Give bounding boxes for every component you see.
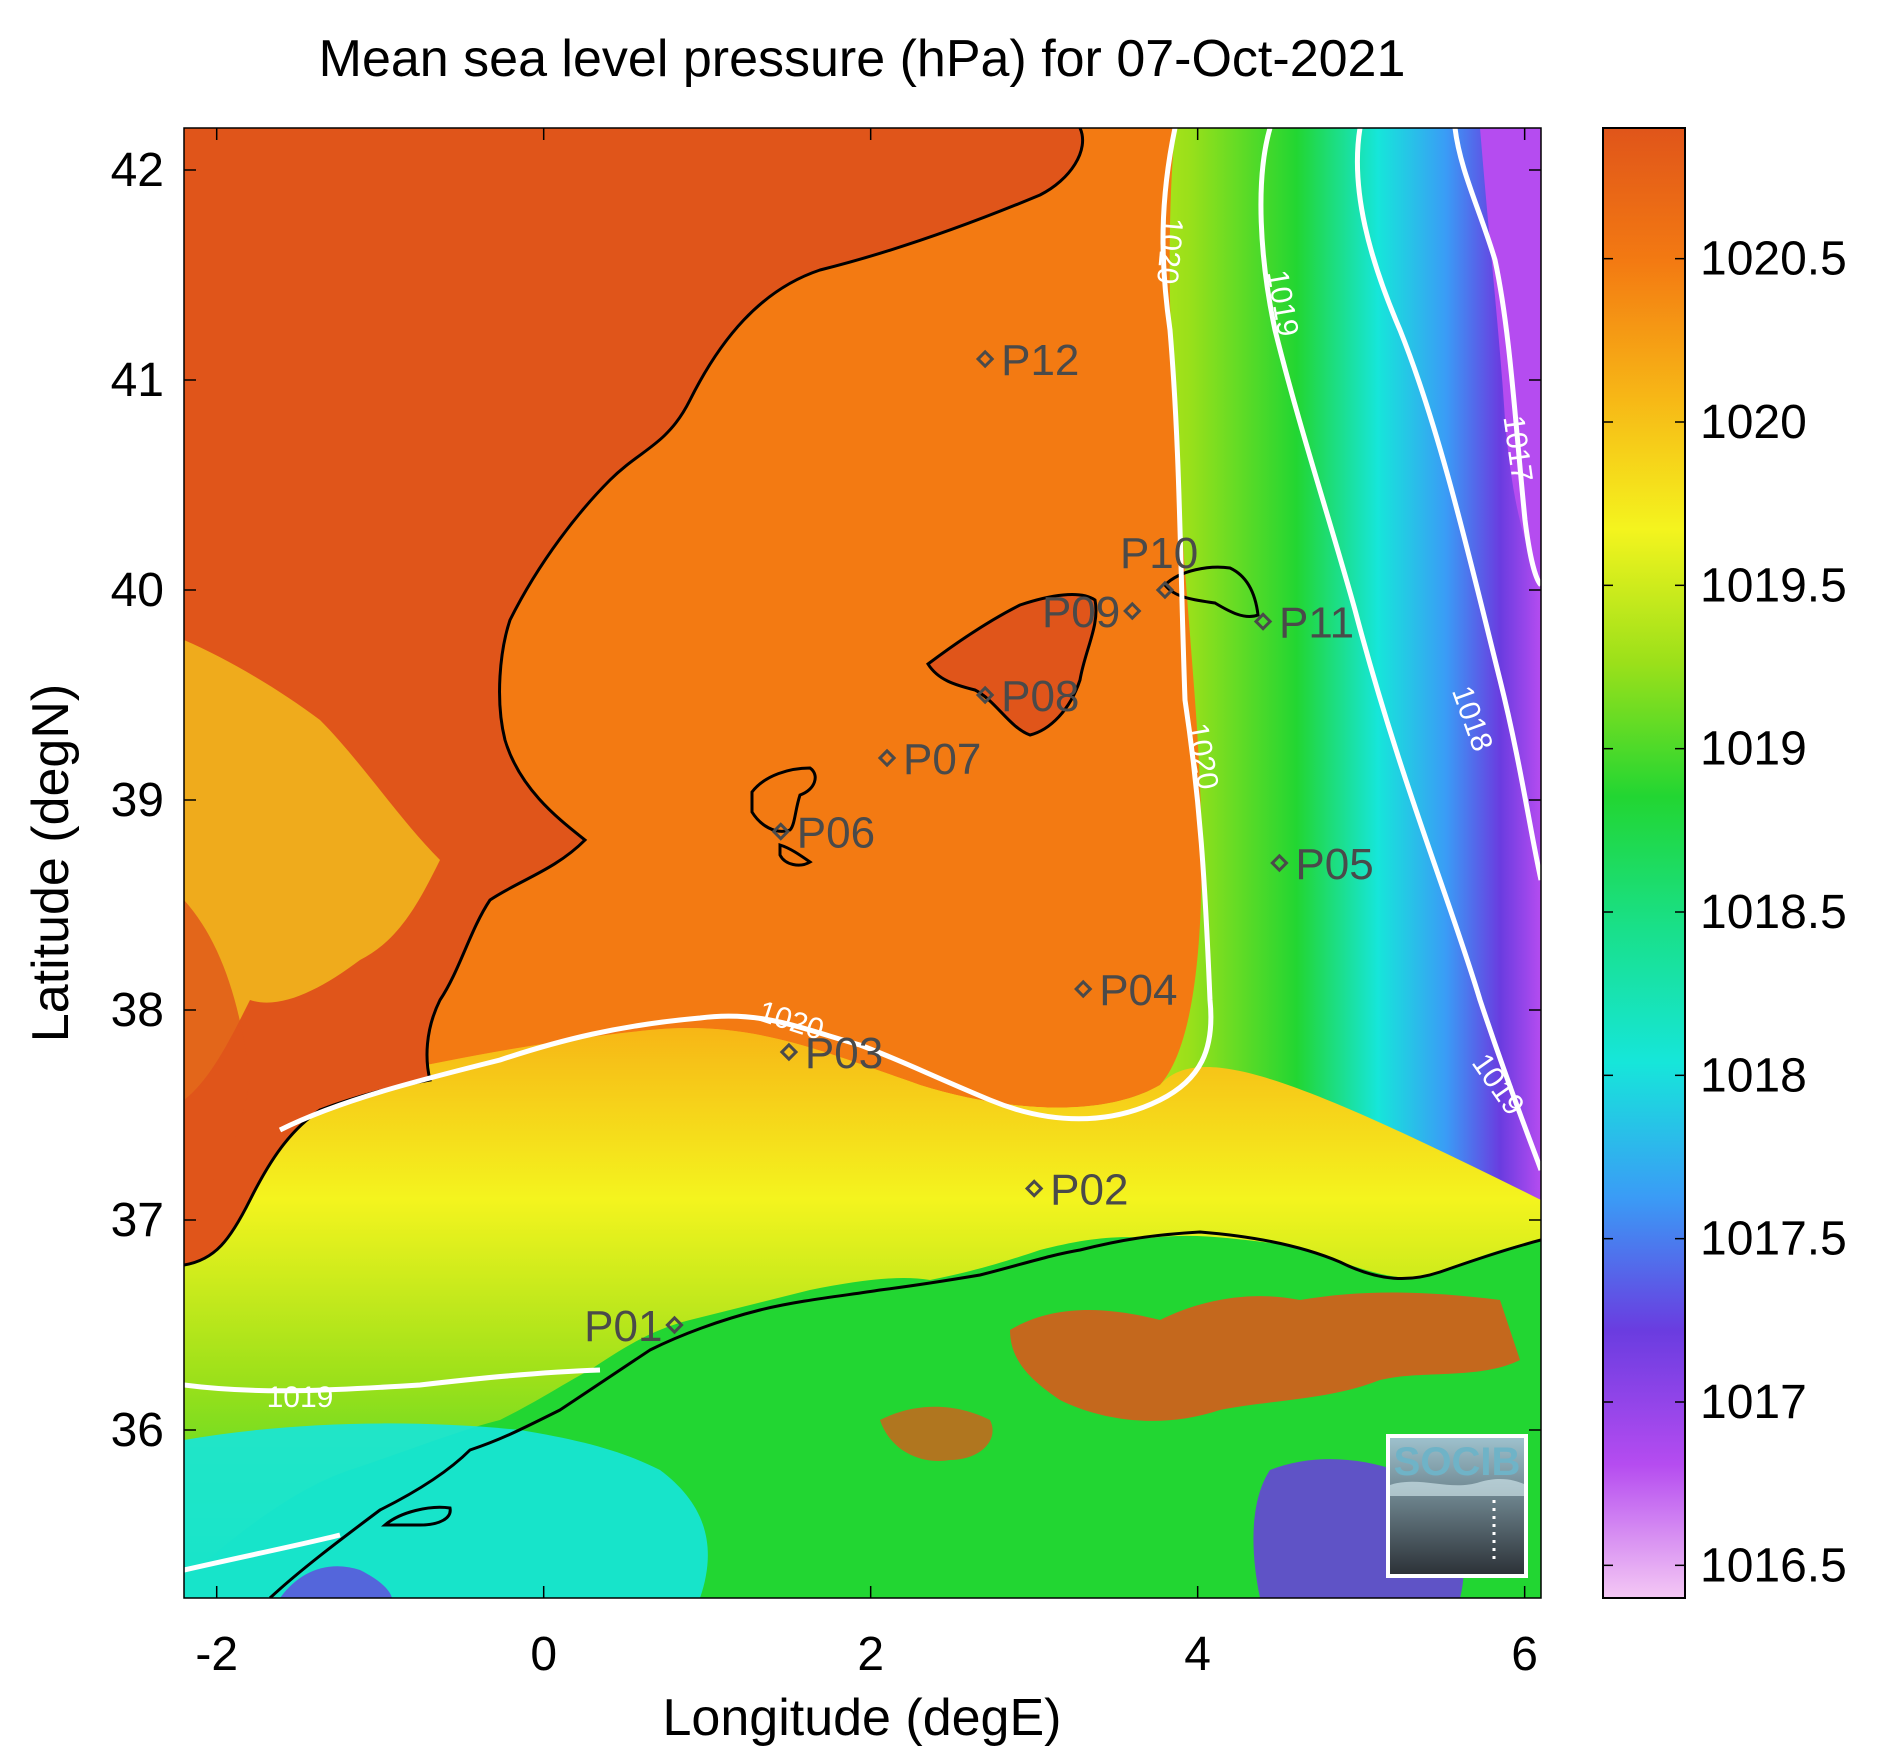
y-tick-label: 38	[111, 984, 164, 1037]
isobar-1019-east	[1258, 128, 1541, 1171]
station-p05[interactable]: P05	[1270, 840, 1374, 889]
colorbar-tick-label: 1019.5	[1700, 559, 1847, 612]
station-label: P10	[1120, 529, 1198, 578]
y-tick-label: 41	[111, 354, 164, 407]
mallorca-coastline	[925, 593, 1098, 737]
station-p01[interactable]: P01	[584, 1302, 684, 1351]
station-p11[interactable]: P11	[1253, 599, 1354, 648]
station-marker	[779, 1042, 799, 1062]
colorbar-tick-label: 1019	[1700, 723, 1807, 776]
pressure-field	[184, 128, 1541, 1598]
y-tick-label: 39	[111, 774, 164, 827]
africa-hot-patches-2	[880, 1406, 993, 1461]
logo-text: SOCIB	[1394, 1440, 1521, 1484]
station-marker	[1123, 601, 1142, 621]
isobar-1019-alboran	[184, 1532, 341, 1573]
isobar-1020	[278, 128, 1214, 1133]
colorbar: 1016.5 1017 1017.5 1018 1018.5 1019 1019.5 1020…	[1602, 127, 1847, 1599]
y-tick-label: 36	[111, 1404, 164, 1457]
axis-ticks: -2 0 2 4 6 36 37 38 39 40 41 42	[111, 128, 1541, 1681]
africa-coastline	[268, 1230, 1541, 1598]
colorbar-tick-label: 1020	[1700, 396, 1807, 449]
station-label: P11	[1279, 599, 1354, 648]
mallorca-land	[928, 594, 1097, 735]
station-label: P09	[1042, 588, 1120, 637]
colorbar-tick-label: 1017	[1700, 1376, 1807, 1429]
x-axis-label: Longitude (degE)	[663, 1689, 1062, 1747]
chart-title: Mean sea level pressure (hPa) for 07-Oct…	[319, 30, 1406, 88]
isobars	[184, 128, 1541, 1573]
station-marker	[1253, 612, 1273, 631]
colorbar-tick-label: 1016.5	[1700, 1539, 1847, 1592]
africa-cool-patch	[184, 1423, 708, 1598]
station-label: P04	[1099, 966, 1177, 1015]
y-tick-label: 42	[111, 144, 164, 197]
iberia-interior-2	[184, 900, 250, 1210]
colorbar-tick-label: 1017.5	[1700, 1213, 1847, 1266]
isobar-label-1019-southwest: 1019	[267, 1381, 334, 1414]
station-marker	[771, 822, 790, 841]
station-marker	[975, 349, 995, 369]
x-tick-label: 4	[1184, 1628, 1211, 1681]
station-marker	[1024, 1179, 1044, 1198]
station-p10[interactable]: P10	[1120, 529, 1198, 600]
station-p06[interactable]: P06	[771, 809, 875, 858]
plot-frame	[183, 127, 1542, 1599]
x-tick-label: 6	[1511, 1628, 1538, 1681]
isobar-1017	[1452, 128, 1541, 587]
x-tick-label: -2	[195, 1628, 238, 1681]
africa-hot-patches	[1010, 1292, 1520, 1421]
alboran-island-coastline	[380, 1505, 452, 1527]
station-p04[interactable]: P04	[1074, 966, 1178, 1015]
station-marker	[1270, 853, 1289, 873]
colorbar-tick-label: 1020.5	[1700, 233, 1847, 286]
station-label: P07	[903, 735, 981, 784]
station-marker	[877, 748, 897, 768]
station-p12[interactable]: P12	[975, 336, 1079, 385]
station-p03[interactable]: P03	[779, 1029, 883, 1078]
station-marker	[665, 1315, 684, 1335]
colorbar-tick-label: 1018	[1700, 1049, 1807, 1102]
far-sw-low	[280, 1566, 392, 1598]
logo-wave	[1390, 1478, 1524, 1496]
station-label: P03	[805, 1029, 883, 1078]
station-p02[interactable]: P02	[1024, 1166, 1128, 1215]
logo-box	[1386, 1434, 1528, 1578]
socib-logo: SOCIB	[1386, 1434, 1528, 1578]
menorca-coastline	[1163, 565, 1260, 618]
station-label: P08	[1001, 672, 1079, 721]
colorbar-ticks: 1016.5 1017 1017.5 1018 1018.5 1019 1019.5 1020…	[1603, 233, 1847, 1592]
iberia-land	[184, 128, 1083, 1265]
y-tick-label: 37	[111, 1194, 164, 1247]
station-marker	[975, 685, 995, 705]
x-tick-label: 2	[857, 1628, 884, 1681]
station-label: P02	[1050, 1166, 1128, 1215]
isobar-1018	[1354, 128, 1541, 881]
station-label: P05	[1295, 840, 1373, 889]
station-label: P06	[797, 809, 875, 858]
station-label: P12	[1001, 336, 1079, 385]
formentera-coastline	[778, 842, 813, 867]
station-p09[interactable]: P09	[1042, 588, 1142, 637]
iberia-interior	[184, 640, 440, 1100]
isobar-1019-southwest	[184, 1367, 601, 1394]
isobar-label-1020-north: 1020	[1150, 216, 1189, 285]
station-marker	[1155, 580, 1175, 600]
station-label: P01	[584, 1302, 662, 1351]
station-p08[interactable]: P08	[975, 672, 1079, 721]
x-tick-label: 0	[530, 1628, 557, 1681]
station-marker	[1074, 979, 1093, 999]
y-tick-label: 40	[111, 564, 164, 617]
colorbar-tick-label: 1018.5	[1700, 886, 1847, 939]
y-axis-label: Latitude (degN)	[22, 684, 80, 1042]
station-p07[interactable]: P07	[877, 735, 981, 784]
colorbar-swatch	[1602, 127, 1686, 1599]
